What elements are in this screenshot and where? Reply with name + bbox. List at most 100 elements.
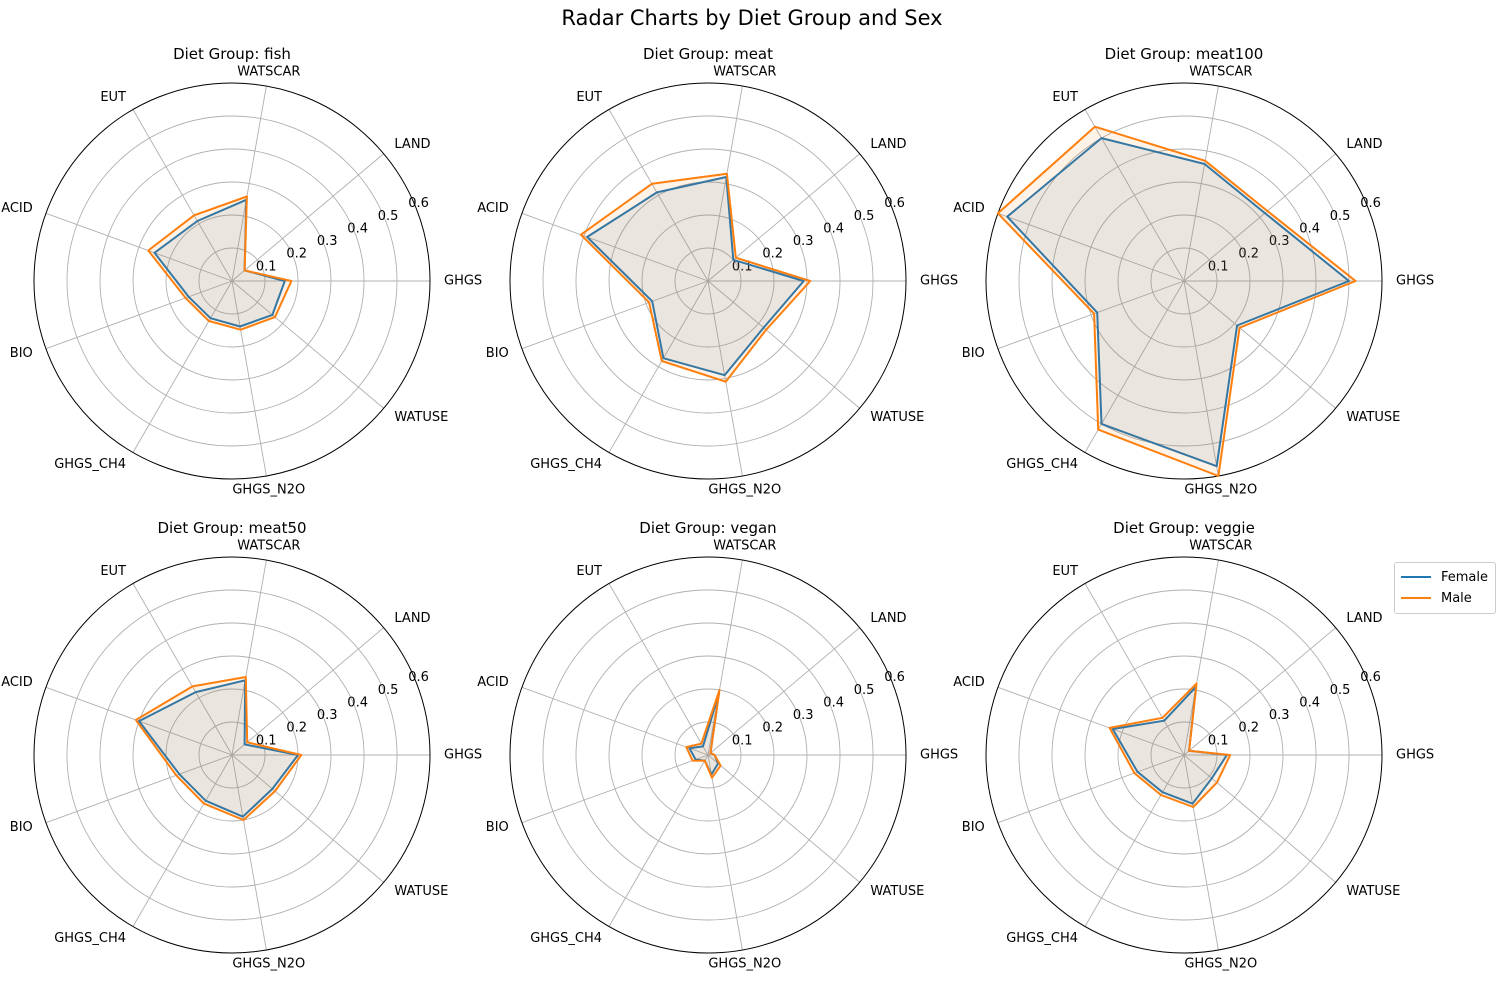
r-tick-label: 0.6 [408,670,429,685]
spoke-ghgs-ch4 [608,754,709,927]
spoke-bio [997,280,1185,350]
chart-title: Diet Group: fish [173,45,291,63]
r-tick-label: 0.5 [854,209,875,224]
axis-label-ghgs: GHGS [1396,748,1434,763]
spoke-ghgs-n2o [707,280,743,477]
spoke-eut [608,109,709,282]
r-tick-label: 0.2 [762,721,783,736]
spoke-ghgs-n2o [231,754,267,951]
axis-label-eut: EUT [576,564,602,579]
spoke-ghgs-n2o [231,280,267,477]
spoke-acid [997,686,1185,756]
r-tick-label: 0.5 [378,209,399,224]
spoke-ghgs-n2o [1183,754,1219,951]
r-tick-label: 0.3 [1269,708,1290,723]
axis-label-acid: ACID [953,675,985,690]
series-fill-female [587,177,804,376]
spoke-ghgs-ch4 [1084,754,1185,927]
r-tick-label: 0.1 [732,733,753,748]
r-tick-label: 0.3 [317,234,338,249]
spoke-acid [45,212,233,282]
spoke-watuse [231,754,384,883]
r-tick-label: 0.2 [1238,721,1259,736]
series-fill-male [135,677,302,820]
spoke-watscar [1183,559,1219,756]
axis-label-ghgs-n2o: GHGS_N2O [1184,482,1257,497]
axis-label-watuse: WATUSE [870,410,924,425]
r-tick-label: 0.4 [823,221,844,236]
spoke-watscar [231,85,267,282]
legend-swatch-male [1401,597,1431,599]
axis-label-ghgs-ch4: GHGS_CH4 [1006,931,1078,946]
spoke-acid [521,212,709,282]
r-tick-label: 0.3 [793,708,814,723]
axis-label-ghgs-ch4: GHGS_CH4 [54,931,126,946]
axis-label-watscar: WATSCAR [1189,65,1252,80]
axis-label-bio: BIO [10,346,33,361]
spoke-bio [997,754,1185,824]
r-tick-label: 0.1 [1208,259,1229,274]
axis-label-ghgs-n2o: GHGS_N2O [708,956,781,971]
series-fill-male [686,690,721,778]
series-fill-male [1109,683,1231,807]
axis-label-ghgs: GHGS [1396,274,1434,289]
axis-label-land: LAND [394,137,430,152]
axis-label-land: LAND [870,611,906,626]
axis-label-bio: BIO [486,346,509,361]
axis-label-watscar: WATSCAR [237,539,300,554]
r-tick-label: 0.3 [1269,234,1290,249]
axis-label-ghgs-n2o: GHGS_N2O [1184,956,1257,971]
legend-item-female: Female [1401,568,1488,586]
axis-label-acid: ACID [477,201,509,216]
radar-chart-0: Diet Group: fish 0.1 0.2 0.3 0.4 0.5 0.6 GHGS LA… [1,45,482,497]
axis-label-ghgs-n2o: GHGS_N2O [232,482,305,497]
r-tick-label: 0.4 [823,695,844,710]
r-tick-label: 0.4 [347,221,368,236]
series-line-female [138,679,299,818]
r-tick-label: 0.6 [408,196,429,211]
axis-label-acid: ACID [1,675,33,690]
outer-frame [509,556,907,954]
axis-label-ghgs: GHGS [444,274,482,289]
axis-label-acid: ACID [477,675,509,690]
series-line-male [134,676,303,821]
spoke-watuse [1183,754,1336,883]
radar-chart-3: Diet Group: meat500.10.20.30.40.50.6GHGS… [1,519,482,971]
axis-label-watuse: WATUSE [870,884,924,899]
axis-label-watscar: WATSCAR [713,65,776,80]
axis-label-watuse: WATUSE [394,884,448,899]
spoke-ghgs-ch4 [608,280,709,453]
chart-title: Diet Group: veggie [1113,519,1255,537]
legend-label-male: Male [1441,590,1472,606]
axis-label-eut: EUT [576,90,602,105]
chart-title: Diet Group: vegan [639,519,776,537]
axis-label-bio: BIO [962,346,985,361]
legend-item-male: Male [1401,589,1472,607]
axis-label-ghgs: GHGS [920,274,958,289]
spoke-eut [1084,583,1185,756]
axis-label-eut: EUT [1052,90,1078,105]
r-tick-label: 0.1 [1208,733,1229,748]
axis-label-eut: EUT [100,564,126,579]
spoke-ghgs-ch4 [132,754,233,927]
r-tick-label: 0.2 [762,247,783,262]
spoke-acid [997,212,1185,282]
axis-label-land: LAND [1346,611,1382,626]
spoke-watuse [1183,280,1336,409]
axis-label-watscar: WATSCAR [237,65,300,80]
axis-label-bio: BIO [486,820,509,835]
r-tick-label: 0.5 [1330,683,1351,698]
radar-chart-1: Diet Group: meat0.10.20.30.40.50.6GHGSLA… [477,45,958,497]
axis-label-land: LAND [394,611,430,626]
r-tick-label: 0.4 [1299,695,1320,710]
outer-frame [509,82,907,480]
r-tick-label: 0.6 [1360,670,1381,685]
spoke-bio [45,754,233,824]
spoke-land [1183,627,1336,756]
outer-frame [33,556,431,954]
axis-label-ghgs-n2o: GHGS_N2O [232,956,305,971]
axis-label-ghgs-ch4: GHGS_CH4 [1006,457,1078,472]
axis-label-ghgs-ch4: GHGS_CH4 [530,931,602,946]
axis-label-acid: ACID [1,201,33,216]
